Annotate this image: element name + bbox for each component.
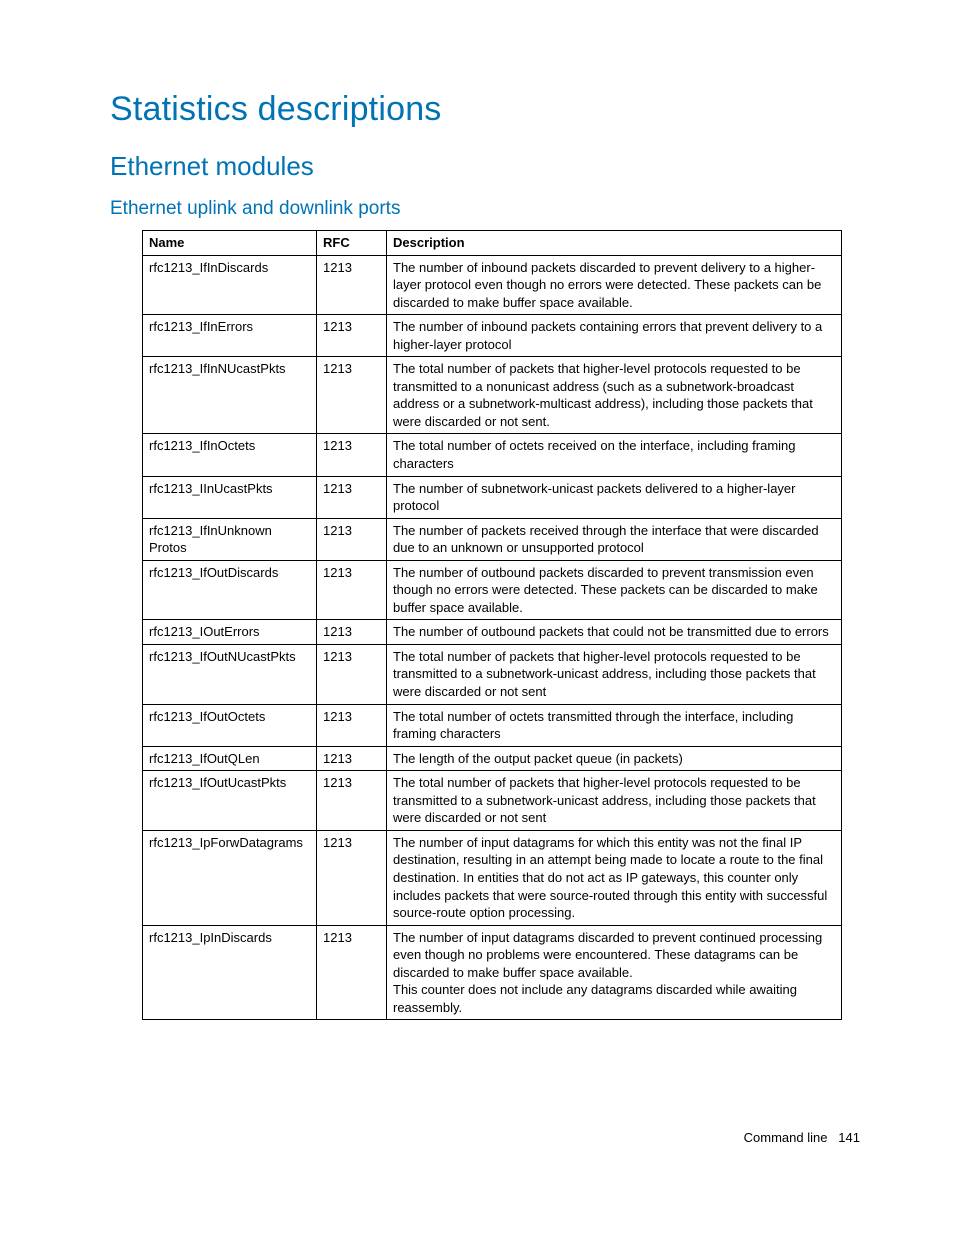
table-row: rfc1213_IfInErrors1213The number of inbo… bbox=[143, 315, 842, 357]
cell-name: rfc1213_IfOutNUcastPkts bbox=[143, 644, 317, 704]
col-header-rfc: RFC bbox=[317, 231, 387, 256]
cell-rfc: 1213 bbox=[317, 746, 387, 771]
cell-name: rfc1213_IfInDiscards bbox=[143, 255, 317, 315]
table-row: rfc1213_IOutErrors1213The number of outb… bbox=[143, 620, 842, 645]
page-container: Statistics descriptions Ethernet modules… bbox=[0, 0, 954, 1185]
cell-rfc: 1213 bbox=[317, 315, 387, 357]
cell-description: The number of inbound packets containing… bbox=[387, 315, 842, 357]
cell-description: The number of subnetwork-unicast packets… bbox=[387, 476, 842, 518]
table-row: rfc1213_IInUcastPkts1213The number of su… bbox=[143, 476, 842, 518]
cell-rfc: 1213 bbox=[317, 434, 387, 476]
cell-name: rfc1213_IpForwDatagrams bbox=[143, 830, 317, 925]
cell-description: The number of outbound packets discarded… bbox=[387, 560, 842, 620]
table-row: rfc1213_IfOutDiscards1213The number of o… bbox=[143, 560, 842, 620]
cell-rfc: 1213 bbox=[317, 518, 387, 560]
table-row: rfc1213_IfOutQLen1213The length of the o… bbox=[143, 746, 842, 771]
table-row: rfc1213_IfOutOctets1213The total number … bbox=[143, 704, 842, 746]
cell-rfc: 1213 bbox=[317, 830, 387, 925]
cell-name: rfc1213_IfInOctets bbox=[143, 434, 317, 476]
cell-description: The number of input datagrams discarded … bbox=[387, 925, 842, 1020]
cell-description: The total number of octets received on t… bbox=[387, 434, 842, 476]
cell-rfc: 1213 bbox=[317, 560, 387, 620]
cell-description: The total number of packets that higher-… bbox=[387, 644, 842, 704]
page-footer: Command line 141 bbox=[110, 1130, 864, 1145]
cell-rfc: 1213 bbox=[317, 476, 387, 518]
cell-description: The number of outbound packets that coul… bbox=[387, 620, 842, 645]
cell-rfc: 1213 bbox=[317, 704, 387, 746]
table-row: rfc1213_IpInDiscards1213The number of in… bbox=[143, 925, 842, 1020]
cell-description: The length of the output packet queue (i… bbox=[387, 746, 842, 771]
cell-rfc: 1213 bbox=[317, 357, 387, 434]
cell-name: rfc1213_IfOutDiscards bbox=[143, 560, 317, 620]
table-row: rfc1213_IfOutNUcastPkts1213The total num… bbox=[143, 644, 842, 704]
cell-name: rfc1213_IfOutUcastPkts bbox=[143, 771, 317, 831]
cell-rfc: 1213 bbox=[317, 925, 387, 1020]
cell-description: The total number of octets transmitted t… bbox=[387, 704, 842, 746]
heading-3: Ethernet uplink and downlink ports bbox=[110, 198, 864, 220]
cell-description: The number of inbound packets discarded … bbox=[387, 255, 842, 315]
table-row: rfc1213_IfInNUcastPkts1213The total numb… bbox=[143, 357, 842, 434]
cell-rfc: 1213 bbox=[317, 255, 387, 315]
table-row: rfc1213_IfInDiscards1213The number of in… bbox=[143, 255, 842, 315]
heading-2: Ethernet modules bbox=[110, 151, 864, 182]
cell-rfc: 1213 bbox=[317, 620, 387, 645]
col-header-name: Name bbox=[143, 231, 317, 256]
cell-name: rfc1213_IOutErrors bbox=[143, 620, 317, 645]
footer-section: Command line bbox=[744, 1130, 828, 1145]
table-row: rfc1213_IfInOctets1213The total number o… bbox=[143, 434, 842, 476]
cell-description: The total number of packets that higher-… bbox=[387, 357, 842, 434]
statistics-table: Name RFC Description rfc1213_IfInDiscard… bbox=[142, 230, 842, 1020]
cell-name: rfc1213_IfOutQLen bbox=[143, 746, 317, 771]
cell-name: rfc1213_IInUcastPkts bbox=[143, 476, 317, 518]
cell-rfc: 1213 bbox=[317, 771, 387, 831]
col-header-description: Description bbox=[387, 231, 842, 256]
table-body: rfc1213_IfInDiscards1213The number of in… bbox=[143, 255, 842, 1020]
cell-description: The total number of packets that higher-… bbox=[387, 771, 842, 831]
cell-name: rfc1213_IpInDiscards bbox=[143, 925, 317, 1020]
cell-name: rfc1213_IfInUnknown Protos bbox=[143, 518, 317, 560]
cell-name: rfc1213_IfInNUcastPkts bbox=[143, 357, 317, 434]
footer-page-number: 141 bbox=[838, 1130, 860, 1145]
cell-description: The number of packets received through t… bbox=[387, 518, 842, 560]
table-row: rfc1213_IfOutUcastPkts1213The total numb… bbox=[143, 771, 842, 831]
table-row: rfc1213_IfInUnknown Protos1213The number… bbox=[143, 518, 842, 560]
cell-description: The number of input datagrams for which … bbox=[387, 830, 842, 925]
table-row: rfc1213_IpForwDatagrams1213The number of… bbox=[143, 830, 842, 925]
cell-name: rfc1213_IfInErrors bbox=[143, 315, 317, 357]
table-header-row: Name RFC Description bbox=[143, 231, 842, 256]
heading-1: Statistics descriptions bbox=[110, 90, 864, 129]
cell-rfc: 1213 bbox=[317, 644, 387, 704]
cell-name: rfc1213_IfOutOctets bbox=[143, 704, 317, 746]
